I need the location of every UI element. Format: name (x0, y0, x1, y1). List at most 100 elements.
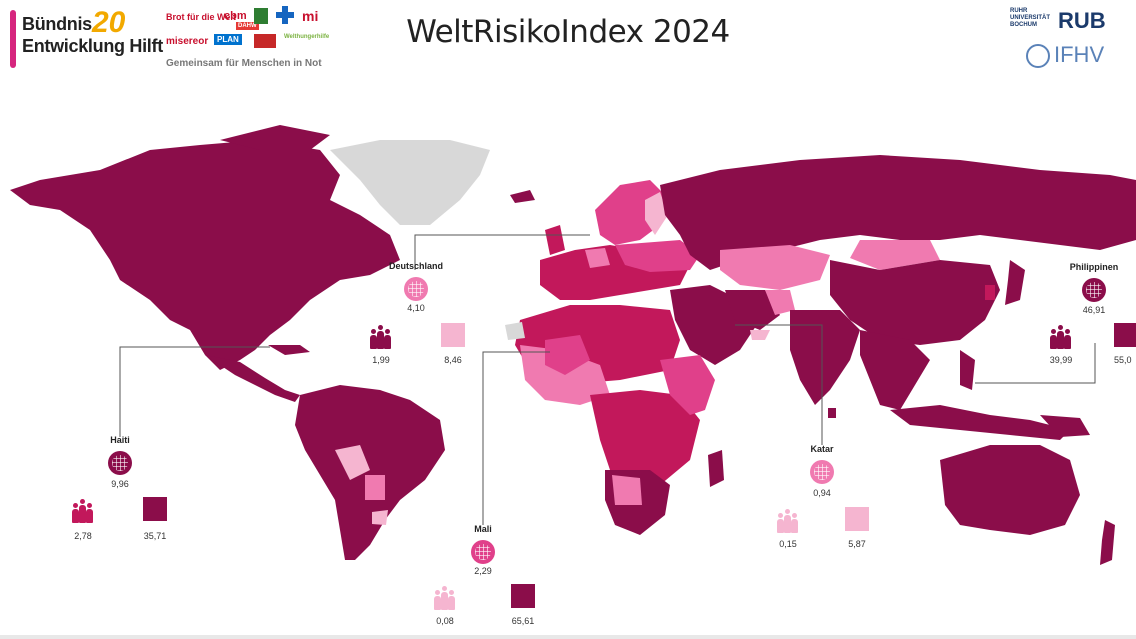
country-name: Katar (810, 444, 834, 454)
papua (1040, 415, 1090, 437)
globe-icon (404, 277, 428, 301)
world-map (10, 125, 1136, 565)
mali (545, 335, 590, 375)
korea (985, 285, 995, 300)
callout-haiti-vulnerability: 35,71 (140, 497, 170, 541)
north-america (10, 140, 400, 370)
ifhv-text: IFHV (1054, 42, 1105, 67)
central-asia (720, 245, 830, 290)
callout-philippinen-vulnerability: 55,0 (1110, 323, 1136, 365)
uk (545, 225, 565, 255)
western-sahara (505, 322, 525, 340)
afghanistan (765, 290, 795, 315)
philippines (960, 350, 975, 390)
ifhv-ring-icon (1026, 44, 1050, 68)
partner-logo-mi: mi (302, 8, 319, 24)
connector-haiti (119, 346, 270, 437)
finland (645, 192, 668, 235)
partner-logo-cross (276, 6, 294, 24)
iceland (510, 190, 535, 203)
central-america (205, 355, 300, 402)
partner-logo-dahw: DAHW (236, 22, 259, 30)
mongolia (850, 240, 940, 270)
callout-deutschland-exposure: 1,99 (366, 323, 396, 365)
central-africa (590, 390, 700, 490)
rub-text: RUB (1058, 8, 1106, 33)
callout-katar-exposure: 0,15 (773, 507, 803, 549)
connector-katar (735, 324, 823, 445)
germany (585, 248, 610, 268)
vulnerability-value: 55,0 (1114, 355, 1132, 365)
alliance-line2: Entwicklung Hilft (22, 36, 163, 56)
medical-cross-icon (845, 507, 869, 531)
logo-bar (10, 10, 16, 68)
risk-value: 46,91 (1082, 305, 1106, 315)
connector-deutschland (414, 234, 590, 270)
people-icon (777, 507, 799, 533)
globe-icon (810, 460, 834, 484)
new-zealand (1100, 520, 1115, 565)
medical-cross-icon (441, 323, 465, 347)
antarctic-peninsula-hint (750, 330, 770, 340)
south-america (295, 385, 445, 560)
partner-logo-cbm: cbm (224, 10, 247, 22)
callout-philippinen-exposure: 39,99 (1046, 323, 1076, 365)
globe-icon (1082, 278, 1106, 302)
callout-mali-vulnerability: 65,61 (508, 584, 538, 626)
exposure-value: 2,78 (74, 531, 92, 541)
risk-value: 9,96 (111, 479, 129, 489)
southeast-asia (860, 330, 930, 410)
exposure-value: 1,99 (372, 355, 390, 365)
partner-logo-brot: Brot für die Welt (166, 12, 236, 22)
callout-katar-vulnerability: 5,87 (842, 507, 872, 549)
buendnis-logo: Bündnis 20 Entwicklung Hilft (6, 6, 166, 70)
country-name: Mali (474, 524, 492, 534)
china (830, 260, 1000, 345)
callout-haiti-exposure: 2,78 (68, 497, 98, 541)
greenland (330, 140, 490, 225)
country-name: Deutschland (388, 261, 443, 271)
indonesia (890, 405, 1070, 440)
partner-logos: Brot für die Welt cbm DAHW mi misereor P… (166, 6, 341, 70)
madagascar (708, 450, 724, 487)
medical-cross-icon (511, 584, 535, 608)
uruguay (372, 510, 388, 525)
sri-lanka (828, 408, 836, 418)
callout-mali: Mali 2,29 (443, 524, 523, 576)
vulnerability-value: 65,61 (511, 616, 535, 626)
bolivia (335, 445, 370, 480)
people-icon (72, 497, 94, 523)
risk-value: 0,94 (813, 488, 831, 498)
medical-cross-icon (1114, 323, 1136, 347)
exposure-value: 39,99 (1049, 355, 1073, 365)
risk-value: 4,10 (407, 303, 425, 313)
arctic-islands (220, 125, 330, 150)
page-title: WeltRisikoIndex 2024 (406, 14, 730, 50)
russia (660, 155, 1136, 270)
callout-haiti: Haiti 9,96 (80, 435, 160, 489)
partner-tagline: Gemeinsam für Menschen in Not (166, 58, 322, 69)
exposure-value: 0,15 (779, 539, 797, 549)
scandinavia (595, 180, 665, 245)
country-name: Haiti (110, 435, 130, 445)
globe-icon (471, 540, 495, 564)
people-icon (1050, 323, 1072, 349)
alliance-line1: Bündnis (22, 14, 92, 34)
vulnerability-value: 35,71 (143, 531, 167, 541)
country-name: Philippinen (1069, 262, 1119, 272)
rub-small-text: RUHR UNIVERSITÄT BOCHUM (1010, 8, 1051, 28)
callout-philippinen: Philippinen 46,91 (1054, 262, 1134, 315)
vulnerability-value: 5,87 (848, 539, 866, 549)
globe-icon (108, 451, 132, 475)
partner-logo-red (254, 34, 276, 48)
callout-katar: Katar 0,94 (782, 444, 862, 498)
callout-deutschland-vulnerability: 8,46 (438, 323, 468, 365)
connector-mali (482, 351, 550, 525)
vulnerability-value: 8,46 (444, 355, 462, 365)
eastern-europe (615, 240, 700, 272)
callout-mali-exposure: 0,08 (430, 584, 460, 626)
iran (725, 290, 780, 330)
partner-logo-misereor: misereor (166, 36, 209, 47)
anniversary-number: 20 (92, 6, 126, 39)
partner-logo-welthungerhilfe: Welthungerhilfe (284, 34, 330, 40)
